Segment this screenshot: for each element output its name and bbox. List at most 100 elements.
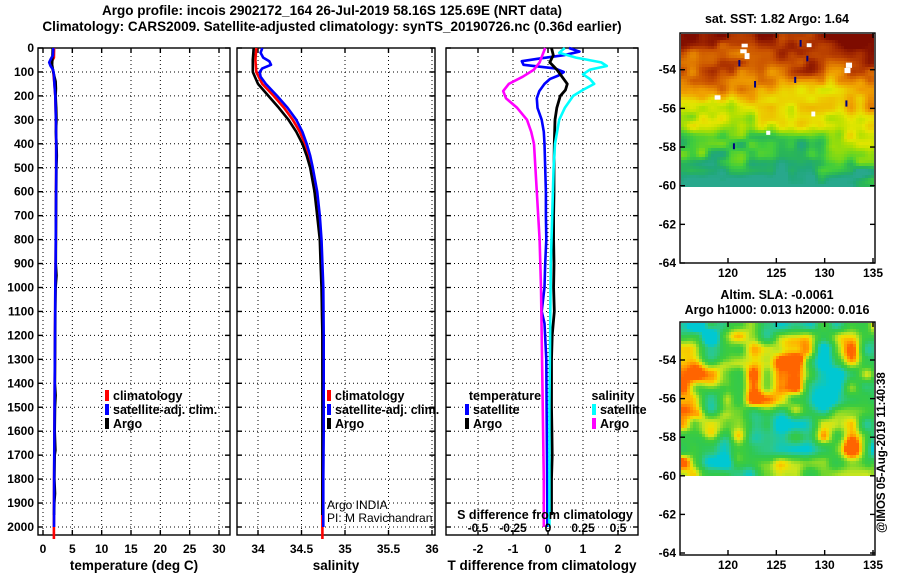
lat-tick-label: -62 — [659, 217, 677, 231]
sst-heatmap — [681, 34, 874, 187]
legend-label: satellite-adj. clim. — [335, 403, 439, 417]
sla-map-title-line1: Altim. SLA: -0.0061 — [720, 288, 834, 302]
legend-label: satellite — [473, 403, 520, 417]
legend-label: Argo — [113, 417, 143, 431]
legend-marker — [105, 390, 109, 401]
x-tick-label: 25 — [183, 542, 197, 556]
secondary-tick-label: 0.5 — [610, 521, 627, 535]
x-tick-label: 35 — [338, 542, 352, 556]
secondary-axis-label: S difference from climatology — [457, 508, 633, 522]
depth-tick-label: 1400 — [7, 376, 34, 390]
legend-header: salinity — [591, 389, 634, 403]
series-satellite-adj-clim- — [47, 47, 58, 528]
depth-tick-label: 900 — [14, 257, 34, 271]
depth-tick-label: 500 — [14, 161, 34, 175]
legend-label: climatology — [335, 389, 405, 403]
panel-annotation: PI: M Ravichandran — [327, 511, 432, 525]
lon-tick-label: 135 — [863, 558, 883, 572]
legend-label: satellite — [600, 403, 647, 417]
sla-heatmap — [681, 323, 874, 476]
lon-tick-label: 120 — [718, 558, 738, 572]
secondary-tick-label: -0.25 — [499, 521, 527, 535]
depth-tick-label: 700 — [14, 209, 34, 223]
lon-tick-label: 130 — [815, 266, 835, 280]
lat-tick-label: -62 — [659, 507, 677, 521]
x-tick-label: 0 — [545, 542, 552, 556]
x-tick-label: 15 — [124, 542, 138, 556]
panel-border — [445, 47, 639, 536]
lat-tick-label: -56 — [659, 392, 677, 406]
lon-tick-label: 130 — [815, 558, 835, 572]
legend-marker — [327, 418, 331, 429]
depth-tick-label: 200 — [14, 89, 34, 103]
depth-tick-label: 1200 — [7, 328, 34, 342]
map-border — [679, 321, 876, 556]
depth-tick-label: 100 — [14, 65, 34, 79]
x-tick-label: 2 — [615, 542, 622, 556]
panel-annotation: Argo INDIA — [327, 498, 388, 512]
lat-tick-label: -58 — [659, 430, 677, 444]
map-border — [679, 32, 876, 264]
page-subtitle: Climatology: CARS2009. Satellite-adjuste… — [42, 19, 622, 34]
lat-tick-label: -54 — [659, 63, 677, 77]
legend-label: satellite-adj. clim. — [113, 403, 217, 417]
series-argo — [251, 47, 324, 515]
legend-marker — [465, 418, 469, 429]
x-tick-label: 36 — [425, 542, 439, 556]
x-tick-label: 34 — [251, 542, 265, 556]
legend-label: Argo — [473, 417, 503, 431]
legend-marker — [592, 404, 596, 415]
legend-marker — [327, 404, 331, 415]
depth-tick-label: 1900 — [7, 496, 34, 510]
legend-marker — [465, 404, 469, 415]
depth-tick-label: 1100 — [8, 304, 34, 318]
depth-tick-label: 0 — [27, 41, 34, 55]
depth-tick-label: 1300 — [7, 352, 34, 366]
x-axis-label: T difference from climatology — [447, 558, 637, 573]
lon-tick-label: 135 — [863, 266, 883, 280]
depth-tick-label: 800 — [14, 233, 34, 247]
legend-header: temperature — [469, 389, 541, 403]
secondary-tick-label: 0 — [545, 521, 552, 535]
lat-tick-label: -58 — [659, 140, 677, 154]
lat-tick-label: -56 — [659, 101, 677, 115]
lat-tick-label: -64 — [659, 256, 677, 270]
depth-tick-label: 1700 — [7, 448, 34, 462]
page-title: Argo profile: incois 2902172_164 26-Jul-… — [102, 3, 562, 18]
sst-map-title: sat. SST: 1.82 Argo: 1.64 — [704, 12, 850, 26]
series-t-satellite-climatology — [520, 46, 581, 527]
x-tick-label: 34.5 — [290, 542, 314, 556]
x-axis-label: salinity — [313, 558, 360, 573]
depth-tick-label: 400 — [14, 137, 34, 151]
x-tick-label: 10 — [95, 542, 109, 556]
x-tick-label: 20 — [154, 542, 168, 556]
depth-tick-label: 1000 — [7, 281, 34, 295]
depth-tick-label: 1500 — [7, 400, 34, 414]
imos-watermark: @IMOS 05-Aug-2019 11:40:38 — [876, 372, 888, 533]
depth-tick-label: 600 — [14, 185, 34, 199]
lon-tick-label: 120 — [718, 266, 738, 280]
lat-tick-label: -64 — [659, 546, 677, 560]
lat-tick-label: -54 — [659, 353, 677, 367]
x-tick-label: 30 — [212, 542, 226, 556]
panel-border — [236, 47, 436, 536]
secondary-tick-label: 0.25 — [571, 521, 595, 535]
lat-tick-label: -60 — [659, 179, 677, 193]
legend-marker — [105, 404, 109, 415]
legend-marker — [592, 418, 596, 429]
legend-label: Argo — [600, 417, 630, 431]
legend-marker — [105, 418, 109, 429]
x-tick-label: -2 — [473, 542, 484, 556]
lon-tick-label: 125 — [766, 266, 786, 280]
sla-map-title-line2: Argo h1000: 0.013 h2000: 0.016 — [684, 303, 870, 317]
series-s-satellite-climatology — [548, 47, 609, 527]
legend-marker — [327, 390, 331, 401]
x-tick-label: -1 — [508, 542, 519, 556]
secondary-tick-label: -0.5 — [468, 521, 489, 535]
series-t-argo-climatology — [548, 47, 569, 515]
x-tick-label: 5 — [69, 542, 76, 556]
series-s-argo-climatology — [501, 47, 547, 527]
legend-label: climatology — [113, 389, 183, 403]
series-satellite-adj-clim- — [258, 47, 326, 527]
